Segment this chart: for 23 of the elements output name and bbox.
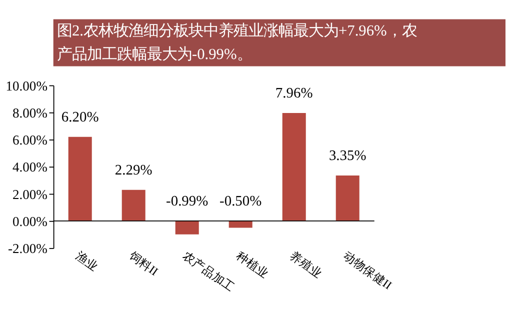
bar [282,112,306,221]
y-tick-label: 10.00% [6,78,48,94]
bar [68,136,92,221]
x-tick-label: 养殖业 [287,248,325,281]
data-label: 6.20% [61,109,99,126]
y-tick-label: 4.00% [12,160,48,175]
y-tick-label: 2.00% [12,186,48,202]
x-tick-label: 渔业 [73,250,100,274]
y-tick-label: 0.00% [12,214,48,229]
y-tick-label: 6.00% [12,132,48,148]
data-label: -0.50% [220,194,262,210]
bar [336,175,360,221]
y-tick-label: 8.00% [12,105,48,120]
data-label: 3.35% [328,148,366,164]
chart-title: 图2.农林牧渔细分板块中养殖业涨幅最大为+7.96%，农产品加工跌幅最大为-0.99%。 [56,22,417,64]
data-label: 7.96% [275,86,313,102]
y-tick-label: -2.00% [8,241,48,256]
x-tick-label: 动物保健II [340,250,394,292]
bar [175,220,199,234]
data-label: -0.99% [166,194,208,210]
data-label: 2.29% [114,162,152,178]
x-tick-label: 饲料II [126,248,160,278]
bar [122,190,146,221]
